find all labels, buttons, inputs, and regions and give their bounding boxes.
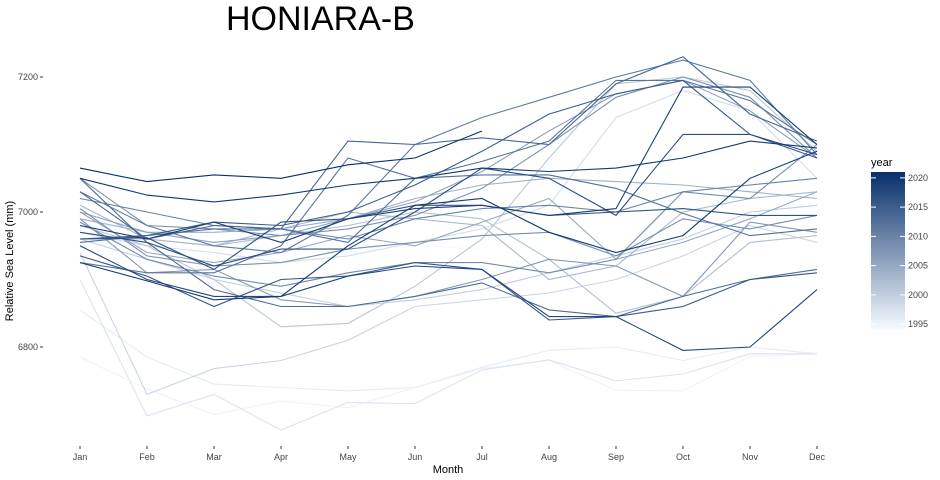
series-line-4	[79, 89, 818, 264]
legend-tick-label-2020: 2020	[908, 173, 928, 183]
series-line-22	[79, 255, 818, 321]
series-line-28	[79, 150, 818, 301]
x-tick-label-Jun: Jun	[408, 452, 423, 462]
y-tick-label-6800: 6800	[18, 342, 38, 352]
series-line-18	[79, 79, 818, 274]
series-line-5	[79, 224, 818, 395]
x-tick-label-Feb: Feb	[139, 452, 155, 462]
x-tick-label-Sep: Sep	[608, 452, 624, 462]
y-axis: 6800 7000 7200	[18, 72, 43, 352]
year-legend: year 1995 2000 2005 2010 2015 2020	[871, 157, 928, 330]
series-line-14	[79, 76, 818, 237]
x-tick-label-May: May	[339, 452, 357, 462]
series-line-3	[79, 279, 817, 431]
series-line-24	[79, 245, 818, 351]
y-tick-label-7000: 7000	[18, 207, 38, 217]
series-line-29	[79, 204, 817, 271]
series-line-20	[79, 56, 818, 240]
y-tick-label-7200: 7200	[18, 72, 38, 82]
legend-ticks: 1995 2000 2005 2010 2015 2020	[871, 173, 928, 329]
chart-title: HONIARA-B	[226, 0, 415, 38]
series-line-16	[79, 177, 818, 240]
x-tick-label-Aug: Aug	[541, 452, 557, 462]
legend-tick-label-2005: 2005	[908, 261, 928, 271]
series-line-30	[79, 174, 818, 243]
x-tick-label-Apr: Apr	[274, 452, 288, 462]
series-line-25	[79, 86, 818, 243]
x-tick-label-Nov: Nov	[742, 452, 759, 462]
series-line-17	[79, 59, 818, 254]
series-line-10	[79, 177, 818, 233]
legend-title: year	[871, 157, 893, 169]
series-line-19	[79, 177, 818, 318]
x-tick-label-Jul: Jul	[476, 452, 488, 462]
series-line-23	[79, 133, 818, 267]
series-line-27	[79, 130, 483, 183]
x-axis-label: Month	[433, 464, 464, 476]
series-lines	[79, 56, 818, 431]
y-axis-label: Relative Sea Level (mm)	[4, 201, 16, 321]
x-tick-label-Jan: Jan	[73, 452, 88, 462]
x-tick-label-Oct: Oct	[676, 452, 691, 462]
series-line-1	[79, 353, 818, 416]
series-line-13	[79, 218, 818, 308]
legend-colorbar	[871, 172, 905, 330]
x-tick-label-Mar: Mar	[206, 452, 222, 462]
series-line-2	[79, 309, 818, 392]
legend-tick-label-1995: 1995	[908, 319, 928, 329]
x-tick-label-Dec: Dec	[809, 452, 826, 462]
series-line-11	[79, 191, 818, 264]
series-line-26	[79, 140, 818, 203]
legend-tick-label-2000: 2000	[908, 290, 928, 300]
legend-tick-label-2010: 2010	[908, 231, 928, 241]
legend-tick-label-2015: 2015	[908, 202, 928, 212]
x-axis: Jan Feb Mar Apr May Jun Jul Aug Sep Oct Nov Dec	[73, 446, 826, 462]
series-line-12	[79, 79, 818, 243]
series-line-6	[79, 204, 818, 308]
